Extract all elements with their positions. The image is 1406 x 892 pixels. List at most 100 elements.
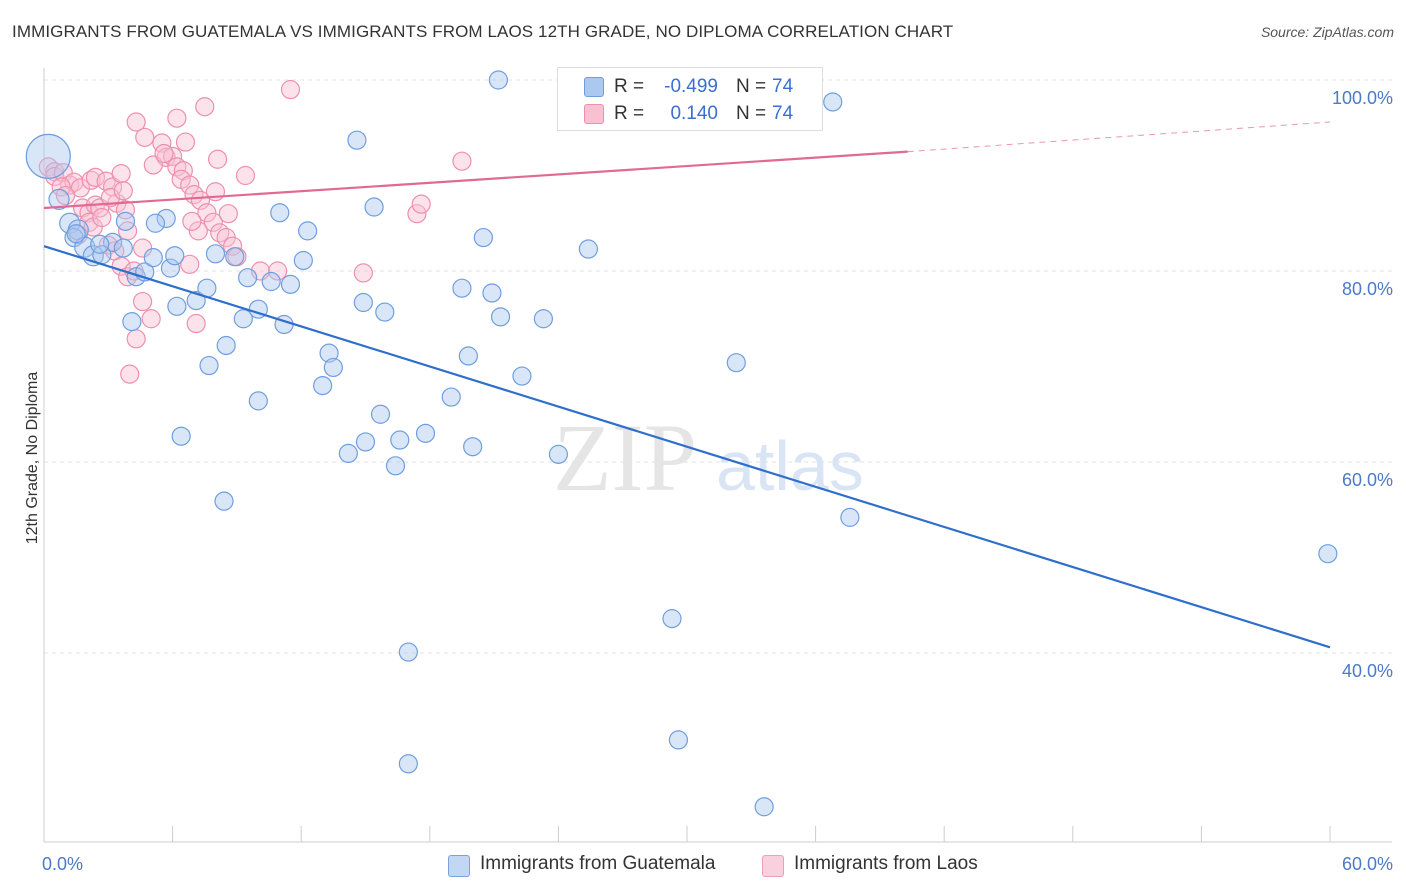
data-point: [135, 127, 155, 147]
data-point: [111, 163, 131, 184]
data-point: [199, 355, 219, 376]
data-point: [353, 292, 373, 313]
correlation-legend: R = -0.499 N = 74 R = 0.140 N = 74: [557, 67, 823, 131]
data-point: [463, 437, 483, 457]
data-point: [578, 239, 599, 259]
data-point: [186, 313, 206, 334]
data-point: [122, 312, 142, 332]
data-point: [533, 309, 553, 329]
data-point: [175, 132, 196, 152]
data-point: [355, 432, 376, 452]
data-point: [482, 283, 502, 303]
data-point: [188, 221, 208, 241]
data-point: [754, 797, 774, 817]
data-point: [55, 185, 76, 206]
data-point: [370, 404, 391, 424]
data-point: [662, 609, 682, 629]
tick-labels: 100.0% 80.0% 60.0% 40.0% 0.0% 60.0%: [42, 88, 1393, 874]
legend-label-laos: Immigrants from Laos: [794, 853, 978, 874]
r-label: R =: [614, 103, 645, 124]
y-tick-label: 100.0%: [1332, 88, 1393, 108]
data-point: [338, 443, 358, 464]
data-point: [323, 357, 343, 378]
data-point: [840, 507, 860, 527]
data-point: [182, 211, 202, 231]
data-point: [488, 70, 508, 90]
data-point: [180, 175, 200, 195]
data-point: [298, 221, 318, 241]
data-point: [411, 194, 431, 214]
data-point: [141, 309, 161, 329]
data-point: [270, 203, 290, 223]
data-point: [180, 254, 200, 274]
data-point: [548, 444, 569, 464]
data-point: [280, 79, 301, 100]
data-point: [167, 296, 187, 316]
data-point: [205, 244, 226, 264]
data-point: [66, 224, 86, 244]
watermark-atlas: atlas: [716, 427, 864, 505]
data-point: [115, 200, 136, 220]
n-value: 74: [772, 76, 794, 97]
data-point: [214, 491, 234, 511]
data-point: [115, 211, 136, 231]
data-point: [280, 274, 301, 294]
data-point: [25, 133, 71, 179]
data-point: [261, 271, 281, 292]
data-point: [197, 203, 217, 223]
data-point: [225, 247, 245, 267]
data-point: [156, 208, 176, 229]
data-point: [353, 263, 373, 283]
data-point: [293, 250, 313, 271]
legend-row-laos: R = 0.140 N = 74: [558, 101, 822, 127]
chart-title: IMMIGRANTS FROM GUATEMALA VS IMMIGRANTS …: [12, 22, 954, 41]
data-point: [347, 130, 367, 150]
trend-lines: [43, 121, 1331, 649]
trend-line: [43, 150, 908, 210]
data-point: [113, 181, 133, 201]
legend-swatch-laos: [584, 104, 604, 124]
data-point: [143, 248, 163, 268]
data-point: [415, 423, 436, 443]
series-guatemala: [25, 70, 1338, 817]
data-point: [85, 167, 106, 188]
data-point: [195, 97, 215, 117]
data-point: [407, 204, 427, 224]
data-point: [216, 335, 236, 356]
data-point: [126, 329, 146, 349]
data-point: [126, 112, 146, 132]
watermark: ZIP atlas: [553, 404, 864, 511]
series-legend: Immigrants from Guatemala Immigrants fro…: [0, 851, 1406, 879]
data-point: [364, 197, 384, 217]
data-point: [385, 456, 406, 476]
data-point: [90, 234, 110, 254]
source-label: Source: ZipAtlas.com: [1260, 24, 1394, 40]
data-point: [132, 238, 153, 258]
trend-line: [43, 245, 1331, 649]
n-label: N =: [736, 76, 767, 97]
data-point: [113, 238, 133, 258]
data-point: [238, 268, 258, 288]
y-tick-label: 40.0%: [1342, 661, 1393, 681]
data-point: [171, 426, 191, 446]
data-point: [490, 307, 511, 327]
data-point: [726, 353, 746, 373]
data-point: [452, 278, 472, 298]
data-point: [248, 391, 268, 411]
data-point: [167, 108, 187, 128]
data-point: [458, 346, 478, 366]
axes: [43, 68, 1392, 843]
n-label: N =: [736, 103, 767, 124]
data-point: [154, 143, 174, 164]
legend-swatch-laos: [762, 855, 784, 877]
data-point: [145, 213, 166, 233]
data-point: [313, 376, 333, 396]
data-point: [203, 212, 223, 232]
legend-swatch-guatemala: [584, 77, 604, 97]
data-point: [375, 302, 395, 322]
data-point: [452, 151, 472, 171]
r-value: 0.140: [670, 103, 718, 124]
legend-swatch-guatemala: [448, 855, 470, 877]
data-point: [218, 204, 238, 224]
